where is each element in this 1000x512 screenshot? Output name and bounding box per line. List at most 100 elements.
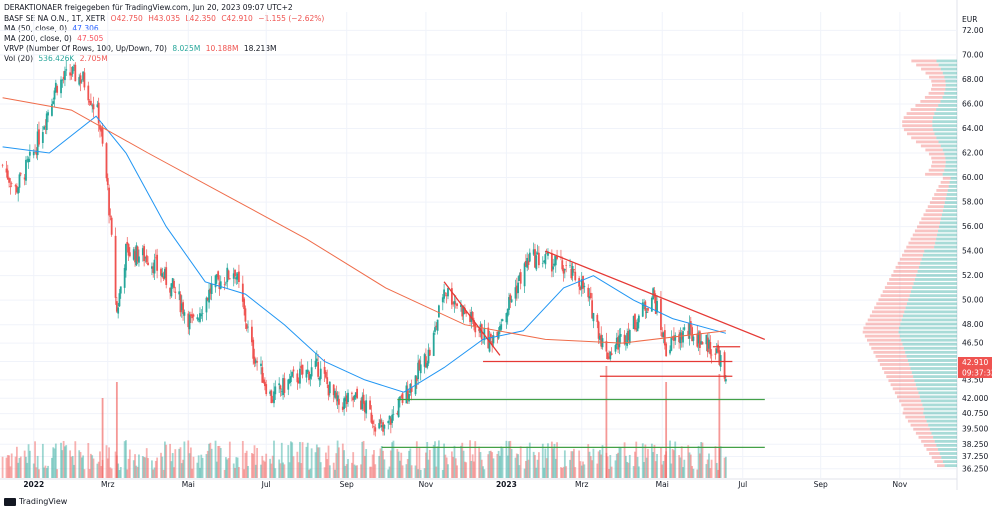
candle-body [388,415,391,420]
candle-body [469,314,471,322]
symbol-label[interactable]: BASF SE NA O.N., 1T, XETR [4,14,106,23]
time-axis[interactable]: 2022 Mrz Mai Jul Sep Nov 2023 Mrz Mai Jul Sep Nov [23,480,907,489]
candle-body [309,374,312,379]
candle-body [636,322,639,332]
candle-body [205,297,208,313]
candle-body [117,307,120,314]
candle-body [682,331,684,343]
candle-body [478,328,481,332]
volume-bar [597,451,600,478]
vrvp-down-row [921,217,941,221]
vrvp-up-row [906,302,957,306]
volume-bar [679,457,682,478]
volume-bar [344,465,347,478]
vrvp-down-row [915,104,939,107]
candle-body [362,394,365,404]
volume-legend[interactable]: Vol (20) 536.426K 2.705M [4,54,111,64]
volume-bar [432,444,435,478]
candle-body [370,412,373,423]
volume-bar [182,459,184,478]
candle-body [114,235,117,298]
price-axis[interactable]: 72.00 70.00 68.00 66.00 64.00 62.00 60.00 58.00… [962,26,988,473]
volume-bar [660,447,662,478]
vrvp-down-row [891,274,917,277]
candle-body [326,377,329,385]
volume-bar [474,441,477,478]
candle-body [578,278,581,287]
volume-bar [624,455,627,478]
vrvp-down-row [903,128,934,132]
volume-bar [492,458,495,478]
y-tick-label: 48.00 [962,320,984,329]
vrvp-up-row [938,448,957,451]
vrvp-down-row [936,189,948,192]
x-tick-label: Sep [340,480,354,489]
volume-bar [610,466,613,478]
volume-bar [696,469,699,478]
volume-bar [587,444,590,478]
vrvp-down-row [902,120,933,124]
volume-bar [128,449,131,478]
volume-bar [652,452,655,478]
volume-bar [261,455,264,478]
candle-body [99,124,101,130]
volume-bar [173,467,175,478]
vrvp-up-row [921,257,957,261]
candle-body [610,353,613,355]
vrvp-down-row [899,257,922,261]
candle-body [374,427,377,432]
vrvp-legend[interactable]: VRVP (Number Of Rows, 100, Up/Down, 70) … [4,44,280,54]
candle-body [400,395,403,397]
candle-body [153,259,156,274]
volume-bar [338,447,340,478]
volume-bar [47,465,49,478]
volume-bar [10,453,13,478]
vrvp-down-row [903,116,934,120]
candle-body [482,341,484,343]
volume-bar [405,464,408,478]
candle-body [687,330,690,336]
candle-body [705,334,708,345]
candle-body [236,273,239,280]
candle-body [123,267,126,288]
candle-body [271,399,274,402]
volume-bar [226,459,229,478]
volume-bar [719,446,722,478]
volume-bar [296,451,299,478]
volume-bar [354,465,357,478]
candle-body [591,300,594,319]
volume-bar [505,440,508,478]
ma200-legend[interactable]: MA (200, close, 0) 47.505 [4,34,106,44]
candle-body [499,326,501,332]
vrvp-down-row [902,124,933,128]
volume-bar [600,454,603,478]
last-price-tag: 42.910 09:37:32 [958,357,996,378]
candle-body [624,342,627,345]
vrvp-up-row [913,375,957,379]
volume-peak-bar [665,382,668,478]
candle-body [419,364,422,374]
volume-bar [635,441,638,478]
candle-body [632,315,635,330]
volume-bar [228,441,231,478]
vrvp-up-row [933,128,957,132]
candle-body [452,302,455,304]
volume-bar [79,452,82,478]
volume-bar [714,446,717,478]
candle-body [282,378,284,396]
volume-bar [9,466,12,478]
candle-body [515,285,518,294]
volume-bar [687,445,690,478]
volume-bar [210,448,213,478]
candle-body [52,101,55,105]
ma50-legend[interactable]: MA (50, close, 0) 47.306 [4,24,102,34]
candle-body [462,306,465,315]
candle-body [399,396,401,401]
candle-body [461,307,464,317]
volume-bar [170,461,173,478]
candle-body [17,187,20,194]
volume-bar [569,459,571,478]
volume-bar [506,455,509,478]
vrvp-up-row [938,229,957,233]
